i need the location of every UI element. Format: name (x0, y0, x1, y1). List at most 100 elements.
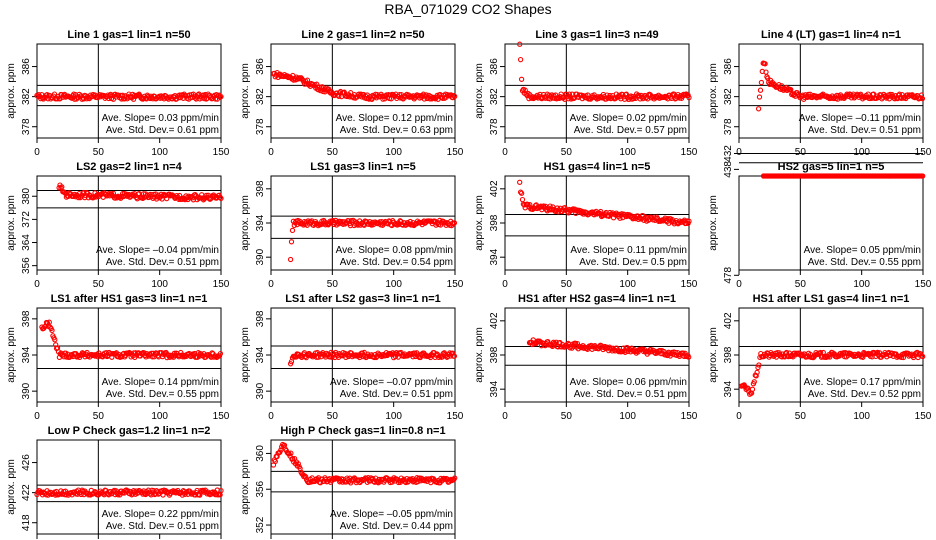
data-point (441, 475, 448, 482)
y-tick-label: 398 (489, 346, 500, 363)
x-tick-label: 0 (268, 279, 274, 290)
data-point (192, 192, 198, 198)
panel-11: HS1 after HS2 gas=4 lin=1 n=1 0 50 100 150 39… (474, 293, 698, 422)
data-point (452, 93, 458, 100)
data-point (763, 69, 769, 75)
stats-annotation: Ave. Slope= 0.08 ppm/min (336, 245, 453, 256)
stats-annotation: Ave. Std. Dev.= 0.51 ppm (340, 389, 453, 400)
y-tick-label: 438 (723, 161, 734, 178)
y-tick-label: 390 (255, 248, 266, 265)
data-point (79, 487, 85, 493)
plot-frame (270, 439, 456, 535)
y-tick-label: 402 (489, 312, 500, 329)
stats-annotation: Ave. Slope= 0.03 ppm/min (102, 113, 219, 124)
x-tick-label: 50 (561, 411, 573, 422)
panel-title: LS1 gas=3 lin=1 n=5 (310, 161, 415, 173)
x-tick-label: 50 (795, 411, 807, 422)
data-point (272, 458, 278, 465)
panel-title: LS2 gas=2 lin=1 n=4 (76, 161, 182, 173)
x-tick-label: 0 (502, 279, 508, 290)
data-point (517, 56, 524, 63)
data-point (519, 196, 526, 203)
stats-annotation: Ave. Std. Dev.= 0.63 ppm (340, 125, 453, 136)
data-point (289, 227, 296, 234)
data-point (217, 194, 223, 200)
y-axis-label: approx. ppm (240, 327, 251, 383)
data-point (288, 450, 294, 456)
stats-annotation: Ave. Slope= 0.17 ppm/min (804, 377, 921, 388)
x-tick-label: 100 (619, 279, 636, 290)
data-point (598, 208, 604, 215)
x-tick-label: 0 (736, 411, 742, 422)
y-tick-label: 382 (255, 88, 266, 105)
data-point (46, 319, 52, 325)
y-axis-label: approx. ppm (708, 327, 719, 383)
data-point (278, 447, 284, 453)
data-point (757, 87, 764, 93)
x-tick-label: 100 (853, 411, 870, 422)
stats-annotation: Ave. Std. Dev.= 0.44 ppm (340, 521, 453, 532)
x-tick-label: 50 (93, 411, 105, 422)
x-tick-label: 50 (93, 279, 105, 290)
plot-frame (504, 43, 690, 139)
stats-annotation: Ave. Slope= –0.05 ppm/min (330, 509, 453, 520)
y-axis-label: approx. ppm (240, 459, 251, 515)
stats-annotation: Ave. Slope= 0.11 ppm/min (570, 245, 687, 256)
y-tick-label: 386 (723, 58, 734, 75)
x-tick-label: 100 (151, 279, 168, 290)
x-tick-label: 50 (795, 279, 807, 290)
x-tick-label: 0 (736, 147, 742, 158)
plot-frame (270, 43, 456, 139)
stats-annotation: Ave. Slope= 0.14 ppm/min (102, 377, 219, 388)
data-point (751, 379, 757, 385)
y-tick-label: 422 (21, 484, 32, 501)
data-point (756, 362, 762, 368)
x-tick-label: 150 (447, 411, 464, 422)
x-tick-label: 150 (915, 411, 932, 422)
data-point (820, 349, 826, 356)
panel-title: Low P Check gas=1.2 lin=1 n=2 (48, 425, 211, 437)
y-axis-label: approx. ppm (474, 195, 485, 251)
data-point (920, 353, 926, 360)
data-point (686, 218, 692, 224)
data-point (215, 492, 221, 498)
y-tick-label: 394 (489, 380, 500, 397)
x-tick-label: 50 (561, 147, 573, 158)
data-point (451, 92, 457, 99)
y-axis-label: approx. ppm (708, 63, 719, 119)
panel-2: Line 2 gas=1 lin=2 n=50 0 50 100 150 378 382 38… (240, 29, 464, 158)
data-point (518, 190, 525, 196)
panel-title: LS1 after HS1 gas=3 lin=1 n=1 (51, 293, 208, 305)
data-point (59, 184, 65, 190)
stats-annotation: Ave. Std. Dev.= 0.51 ppm (106, 521, 219, 532)
x-tick-label: 0 (34, 279, 40, 290)
panel-title: Line 2 gas=1 lin=2 n=50 (301, 29, 424, 41)
data-points (526, 337, 692, 360)
y-tick-label: 356 (21, 257, 32, 274)
data-point (451, 220, 458, 226)
x-tick-label: 100 (385, 147, 402, 158)
data-point (517, 189, 524, 195)
data-point (52, 337, 58, 343)
y-tick-label: 372 (21, 211, 32, 228)
data-point (762, 61, 768, 67)
data-point (218, 93, 224, 100)
panel-title: LS1 after LS2 gas=3 lin=1 n=1 (285, 293, 441, 305)
data-point (920, 173, 926, 179)
data-point (295, 461, 301, 467)
stats-annotation: Ave. Std. Dev.= 0.51 ppm (574, 389, 687, 400)
y-axis-label: approx. ppm (240, 63, 251, 119)
data-point (376, 476, 382, 483)
y-tick-label: 402 (723, 312, 734, 329)
data-points (39, 319, 224, 361)
stats-annotation: Ave. Slope= 0.02 ppm/min (570, 113, 687, 124)
stats-annotation: Ave. Std. Dev.= 0.61 ppm (106, 125, 219, 136)
panel-title: HS1 after LS1 gas=4 lin=1 n=1 (753, 293, 910, 305)
data-points (34, 91, 224, 102)
y-axis-label: approx. ppm (6, 327, 17, 383)
y-tick-label: 378 (489, 118, 500, 135)
stats-annotation: Ave. Std. Dev.= 0.55 ppm (808, 257, 921, 268)
stats-annotation: Ave. Std. Dev.= 0.57 ppm (574, 125, 687, 136)
data-points (760, 173, 926, 179)
